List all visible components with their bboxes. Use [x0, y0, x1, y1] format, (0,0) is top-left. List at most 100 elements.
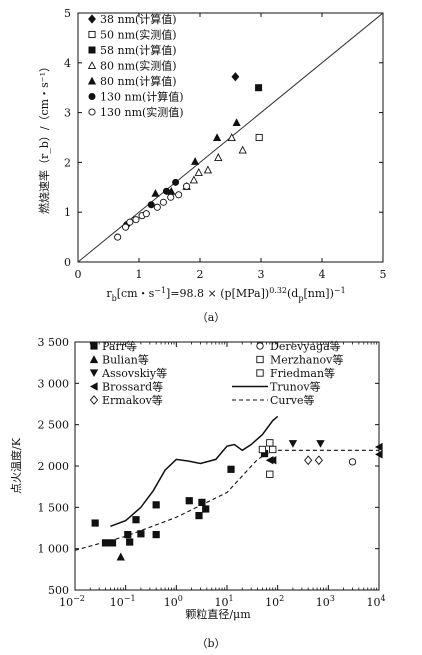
point-a — [153, 203, 161, 211]
x-tick-label-b: 100 — [164, 594, 183, 609]
legend-label-a: 58 nm(计算值) — [100, 43, 177, 57]
point-b — [258, 445, 267, 454]
point-b — [116, 552, 125, 561]
point-b — [304, 455, 313, 466]
point-a — [189, 175, 199, 184]
legend-marker-b — [89, 382, 98, 391]
x-axis-label-part-a: 0.32 — [269, 286, 287, 295]
caption-a: （a） — [197, 311, 226, 324]
point-b — [124, 531, 132, 539]
point-a — [238, 145, 247, 154]
legend-marker-a — [87, 76, 97, 85]
x-tick-label-b: 10−2 — [59, 594, 85, 609]
x-tick-label-base-b: 10 — [265, 596, 279, 609]
x-axis-label-part-a: b — [112, 294, 117, 303]
x-tick-label-exponent-b: 4 — [380, 594, 385, 603]
x-axis-label-b: 颗粒直径/μm — [185, 607, 251, 621]
x-tick-label-a: 4 — [319, 268, 326, 281]
point-b — [132, 516, 140, 524]
y-tick-label-b: 3 500 — [38, 336, 70, 349]
x-axis-label-part-a: ]=98.8 × (p[MPa]) — [166, 287, 269, 300]
point-b — [185, 497, 193, 505]
point-a — [172, 178, 180, 186]
x-tick-label-b: 103 — [316, 594, 335, 609]
point-b — [227, 465, 235, 473]
point-b — [91, 519, 99, 527]
x-tick-label-exponent-b: −1 — [124, 594, 136, 603]
point-a — [142, 210, 150, 218]
point-b — [152, 501, 160, 509]
caption-b: （b） — [196, 637, 225, 650]
data-points-b — [91, 439, 383, 561]
x-axis-label-part-a: p — [298, 294, 303, 303]
x-axis-label-part-a: r — [106, 287, 112, 300]
legend-marker-a — [88, 93, 96, 101]
x-tick-label-base-b: 10 — [59, 596, 73, 609]
point-a — [132, 216, 140, 224]
point-a — [122, 223, 130, 231]
x-tick-label-base-b: 10 — [164, 596, 178, 609]
legend-label-b: Curve等 — [270, 393, 314, 407]
point-b — [137, 530, 145, 538]
legend-label-a: 80 nm(计算值) — [100, 74, 177, 88]
x-tick-label-exponent-b: 1 — [228, 594, 233, 603]
y-tick-label-b: 2 500 — [38, 419, 70, 432]
y-tick-label-a: 1 — [64, 206, 71, 219]
legend-label-a: 80 nm(实测值) — [100, 59, 177, 73]
reference-curve — [74, 449, 379, 551]
legend-label-b: Bulian等 — [102, 353, 149, 367]
legend-marker-a — [88, 108, 96, 116]
point-b — [126, 538, 134, 546]
x-tick-label-exponent-b: −2 — [73, 594, 85, 603]
x-axis-label-part-a: −1 — [154, 286, 166, 295]
legend-marker-b — [89, 355, 99, 364]
point-a — [151, 189, 160, 197]
x-tick-label-b: 101 — [214, 594, 233, 609]
point-a — [191, 157, 200, 165]
point-b — [348, 458, 357, 466]
legend-marker-b — [256, 342, 264, 350]
legend-marker-a — [87, 61, 97, 70]
x-tick-label-a: 5 — [380, 268, 387, 281]
point-b — [195, 511, 203, 520]
legend-a: 38 nm(计算值) 50 nm(实测值)58 nm(计算值) 80 nm(实测值)… — [87, 12, 184, 119]
x-tick-label-exponent-b: 0 — [178, 594, 183, 603]
x-axis-label-part-a: [cm・s — [117, 287, 155, 300]
x-axis-label-part-a: [nm]) — [303, 287, 333, 300]
point-b — [152, 531, 160, 539]
x-tick-label-base-b: 10 — [214, 596, 228, 609]
x-axis-label-part-a: −1 — [334, 286, 346, 295]
legend-label-b: Trunov等 — [270, 380, 321, 394]
point-a — [213, 133, 222, 142]
x-tick-label-a: 3 — [258, 268, 265, 281]
legend-marker-a — [88, 14, 96, 24]
legend-label-b: Ermakov等 — [102, 393, 163, 407]
y-tick-label-a: 4 — [64, 57, 71, 70]
point-a — [255, 84, 263, 92]
x-tick-label-b: 10−1 — [110, 594, 136, 609]
x-tick-label-exponent-b: 3 — [330, 594, 335, 603]
x-axis-label-a: rb[cm・s−1]=98.8 × (p[MPa])0.32(dp[nm])−1 — [106, 286, 345, 303]
y-tick-label-b: 500 — [48, 584, 69, 597]
point-a — [126, 218, 134, 226]
legend-label-a: 50 nm(实测值) — [100, 28, 177, 42]
y-tick-label-a: 2 — [64, 156, 71, 169]
x-tick-label-base-b: 10 — [316, 596, 330, 609]
point-b — [288, 440, 298, 448]
point-b — [268, 456, 277, 465]
point-a — [159, 198, 167, 206]
y-tick-label-b: 2 000 — [38, 460, 70, 473]
x-tick-label-base-b: 10 — [366, 596, 380, 609]
y-axis-label-a: 燃烧速率（r_b）/（cm・s⁻¹） — [37, 61, 51, 214]
point-a — [232, 118, 241, 127]
point-a — [183, 182, 191, 190]
legend-marker-b — [89, 395, 99, 405]
x-tick-label-a: 0 — [75, 268, 82, 281]
x-tick-label-exponent-b: 2 — [279, 594, 284, 603]
y-tick-label-b: 1 500 — [38, 501, 70, 514]
y-tick-label-b: 1 000 — [38, 543, 70, 556]
legend-label-b: Parr等 — [102, 339, 137, 353]
point-a — [194, 167, 203, 176]
point-b — [314, 455, 323, 466]
x-tick-label-a: 1 — [136, 268, 143, 281]
